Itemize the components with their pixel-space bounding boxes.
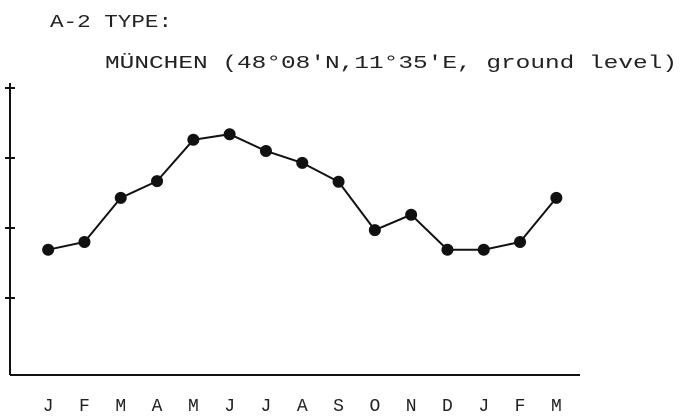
point [405,208,418,221]
point [332,175,345,188]
x-tick-label: A [297,397,308,416]
x-tick-label: M [551,397,562,416]
x-tick-label: J [43,397,54,416]
point [151,175,164,188]
point [514,236,527,248]
x-tick-label: O [369,397,380,416]
point [42,243,55,256]
point [550,191,563,204]
point [259,145,272,157]
x-tick-label: A [152,397,163,416]
point [441,243,454,256]
x-tick-label: S [333,397,344,416]
point [187,133,200,146]
point [477,243,490,256]
point [114,191,127,204]
line [47,133,558,251]
point [368,224,381,237]
point [78,236,91,248]
x-tick-label: M [115,397,126,416]
x-tick-label: D [442,397,453,416]
x-tick-label: J [224,397,235,416]
chart-title: A-2 TYPE: [50,13,172,33]
x-tick-label: J [261,397,272,416]
point [223,128,236,141]
x-tick-label: M [188,397,199,416]
x-tick-label: N [406,397,417,416]
x-tick-label: F [79,397,90,416]
point [296,156,309,169]
chart-subtitle: MÜNCHEN (48°08'N,11°35'E, ground level) [105,53,677,74]
x-tick-label: F [515,397,526,416]
x-tick-label: J [478,397,489,416]
